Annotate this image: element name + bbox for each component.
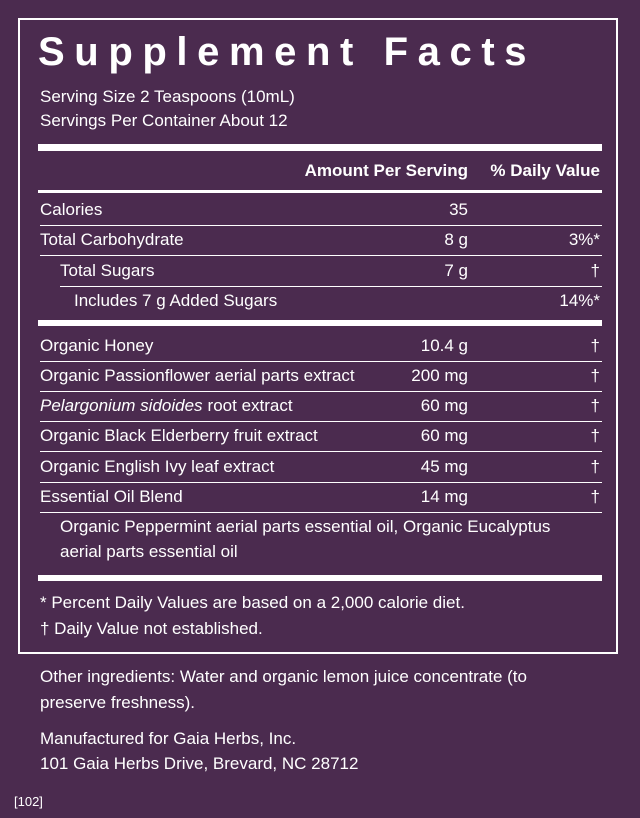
row-amount: 10.4 g (420, 336, 468, 355)
row-name: Total Sugars (60, 261, 155, 280)
row-daily-value: † (590, 426, 600, 445)
rule (38, 320, 602, 326)
row-amount: 14 mg (420, 487, 468, 506)
row-amount: 7 g (444, 261, 468, 280)
row-rule (40, 482, 602, 483)
rule (38, 190, 602, 193)
column-header: Amount Per Serving (304, 161, 468, 180)
row-daily-value: † (590, 487, 600, 506)
row-amount: 60 mg (420, 396, 468, 415)
other-ingredients: preserve freshness). (40, 693, 195, 712)
footnote: * Percent Daily Values are based on a 2,… (40, 593, 465, 612)
row-name: Organic Passionflower aerial parts extra… (40, 366, 355, 385)
row-daily-value: † (590, 261, 600, 280)
row-rule (60, 286, 602, 287)
row-name: Calories (40, 200, 103, 219)
blend-components: Organic Peppermint aerial parts essentia… (60, 517, 551, 536)
rule (38, 144, 602, 151)
row-name-italic: Pelargonium sidoides (40, 396, 203, 415)
footnote: † Daily Value not established. (40, 619, 263, 638)
servings-per-container: Servings Per Container About 12 (40, 111, 288, 130)
row-rule (40, 421, 602, 422)
facts-panel (18, 18, 618, 654)
row-rule (40, 512, 602, 513)
row-name: Pelargonium sidoides root extract (40, 396, 293, 416)
row-amount: 60 mg (420, 426, 468, 445)
blend-components: aerial parts essential oil (60, 542, 238, 561)
row-name: Organic Black Elderberry fruit extract (40, 426, 318, 445)
row-daily-value: † (590, 396, 600, 415)
row-amount: 8 g (444, 230, 468, 249)
manufacturer: 101 Gaia Herbs Drive, Brevard, NC 28712 (40, 754, 359, 773)
manufacturer: Manufactured for Gaia Herbs, Inc. (40, 729, 297, 748)
row-rule (40, 255, 602, 256)
row-rule (40, 361, 602, 362)
row-daily-value: † (590, 457, 600, 476)
row-rule (40, 225, 602, 226)
row-name: Essential Oil Blend (40, 487, 183, 506)
title: Supplement Facts (38, 30, 537, 74)
row-daily-value: † (590, 366, 600, 385)
serving-size: Serving Size 2 Teaspoons (10mL) (40, 87, 295, 106)
row-amount: 45 mg (420, 457, 468, 476)
row-rule (40, 451, 602, 452)
row-name: Total Carbohydrate (40, 230, 184, 249)
code: [102] (14, 794, 43, 809)
row-daily-value: 14%* (559, 291, 600, 310)
row-name-rest: root extract (207, 396, 293, 415)
row-name: Organic English Ivy leaf extract (40, 457, 275, 476)
rule (38, 575, 602, 581)
row-amount: 35 (449, 200, 468, 219)
row-name: Organic Honey (40, 336, 154, 355)
row-name: Includes 7 g Added Sugars (74, 291, 278, 310)
column-header: % Daily Value (490, 161, 600, 180)
row-daily-value: † (590, 336, 600, 355)
row-amount: 200 mg (411, 366, 468, 385)
other-ingredients: Other ingredients: Water and organic lem… (40, 667, 527, 686)
row-daily-value: 3%* (568, 230, 600, 249)
row-rule (40, 391, 602, 392)
